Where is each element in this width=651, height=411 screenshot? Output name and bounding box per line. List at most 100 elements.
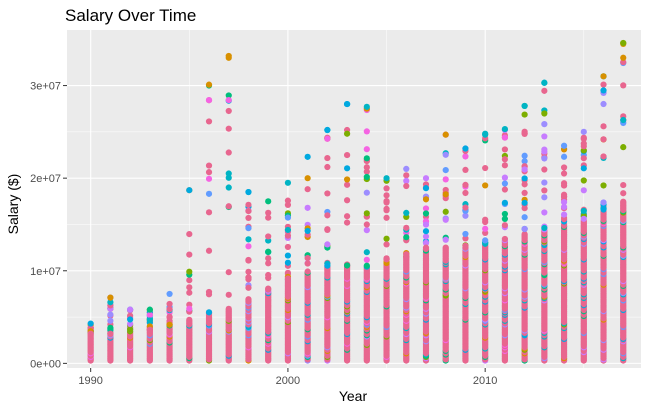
data-point [245, 207, 252, 215]
data-point [580, 207, 587, 215]
data-point [482, 218, 489, 226]
data-point [186, 231, 193, 238]
data-point [501, 186, 508, 193]
data-point [541, 209, 548, 216]
data-point [343, 151, 351, 159]
data-point [107, 299, 114, 306]
data-point [560, 164, 568, 171]
data-point [166, 306, 173, 313]
data-point [324, 163, 331, 171]
data-point [462, 166, 469, 174]
data-point [600, 206, 607, 213]
data-point [422, 233, 430, 240]
data-point [403, 182, 410, 190]
data-point [225, 203, 232, 210]
data-point [462, 242, 469, 249]
data-point [560, 198, 568, 206]
data-point-outlier [186, 268, 193, 275]
data-point [324, 226, 331, 233]
data-point [205, 190, 213, 197]
data-point-outlier [343, 130, 351, 137]
data-point-outlier [501, 125, 508, 133]
data-point-outlier [620, 39, 627, 47]
data-point [521, 181, 528, 188]
y-tick-label: 2e+07 [30, 173, 61, 185]
data-point [304, 260, 311, 267]
data-point [501, 180, 508, 187]
data-point [363, 164, 370, 171]
data-point [245, 274, 252, 282]
data-point [560, 182, 568, 189]
data-point-outlier [600, 73, 607, 80]
data-point [521, 231, 528, 238]
data-point [501, 134, 508, 141]
data-point [107, 324, 114, 331]
data-point [363, 128, 370, 135]
data-point [284, 275, 292, 282]
data-point [205, 118, 213, 125]
data-point [462, 235, 469, 242]
data-point [265, 214, 272, 221]
data-point [205, 209, 213, 216]
data-point [541, 179, 548, 186]
data-point-outlier [127, 306, 134, 313]
data-point [521, 175, 528, 182]
data-point [225, 149, 232, 156]
data-point-outlier [245, 188, 252, 196]
data-point [146, 326, 153, 334]
data-point [560, 203, 568, 211]
data-point [501, 222, 508, 229]
data-point [363, 227, 370, 234]
data-point [284, 259, 292, 266]
data-point-max [284, 179, 292, 186]
data-point [166, 314, 173, 321]
data-point [225, 125, 232, 132]
data-point [146, 311, 153, 319]
y-tick-label: 1e+07 [30, 266, 61, 278]
data-point [205, 247, 213, 254]
data-point [127, 320, 134, 328]
data-point-max [265, 198, 272, 205]
data-point [245, 225, 252, 232]
data-point [284, 232, 292, 239]
data-point [265, 271, 272, 279]
data-point [284, 197, 292, 204]
data-point [166, 321, 173, 328]
data-point [541, 110, 548, 117]
data-point [265, 248, 272, 255]
data-point [580, 134, 587, 141]
data-point [284, 252, 292, 259]
data-point [186, 316, 193, 323]
data-point-outlier [363, 103, 370, 110]
data-point [442, 191, 449, 198]
data-point [620, 116, 627, 124]
data-point [560, 216, 568, 223]
data-point [107, 330, 114, 337]
data-point-max [403, 165, 410, 173]
data-point [107, 317, 114, 324]
data-point-max [166, 290, 173, 298]
data-point [343, 165, 351, 172]
data-point [462, 189, 469, 197]
data-point [363, 173, 370, 181]
data-point [107, 311, 114, 318]
data-point [541, 187, 548, 194]
data-point-outlier [205, 81, 213, 88]
data-point-outlier [343, 100, 351, 108]
data-point [403, 177, 410, 184]
data-point-outlier [225, 52, 232, 60]
data-point [541, 121, 548, 128]
data-point [541, 146, 548, 153]
data-point [245, 236, 252, 243]
data-point [363, 189, 370, 196]
y-axis-ticks: 0e+00 1e+07 2e+07 3e+07 [30, 81, 67, 370]
data-point [225, 269, 232, 276]
data-point [383, 241, 390, 248]
data-point [422, 205, 430, 212]
data-point [600, 123, 607, 130]
data-point [304, 186, 311, 193]
data-point-outlier [324, 126, 331, 134]
data-point [225, 92, 232, 99]
data-point [284, 226, 292, 234]
data-point [422, 245, 430, 253]
